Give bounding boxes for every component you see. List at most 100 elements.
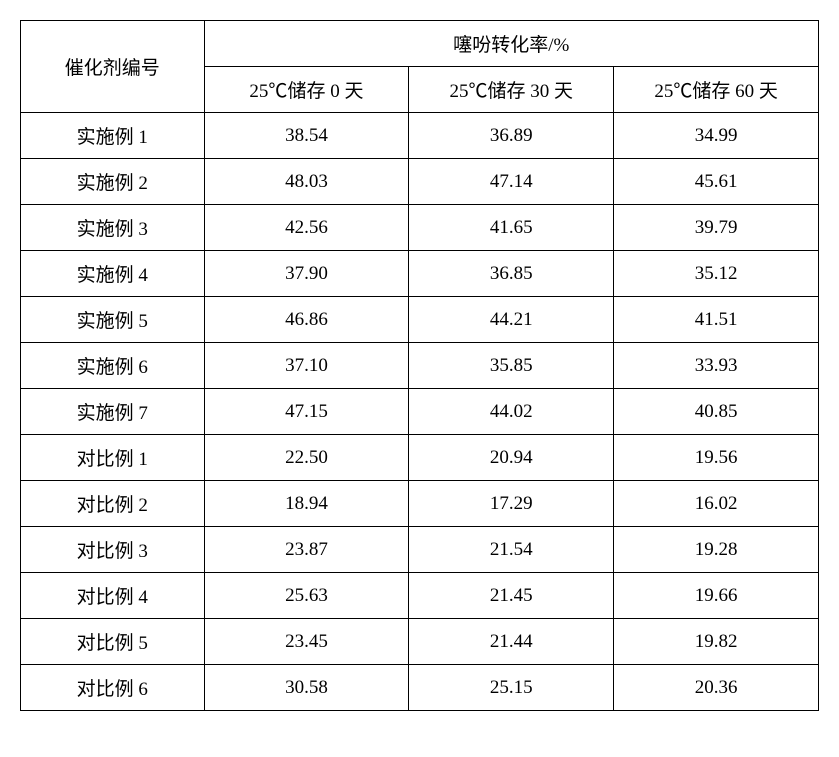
col-header-0: 25℃储存 0 天 <box>204 67 409 113</box>
table-row: 实施例 637.1035.8533.93 <box>21 343 819 389</box>
data-cell: 41.51 <box>614 297 819 343</box>
row-header-number: 7 <box>138 403 148 424</box>
data-cell: 35.12 <box>614 251 819 297</box>
row-header-number: 1 <box>138 127 148 148</box>
row-header: 实施例 3 <box>21 205 205 251</box>
data-cell: 37.90 <box>204 251 409 297</box>
row-header-label: 对比例 <box>77 541 134 562</box>
row-header-number: 2 <box>138 173 148 194</box>
row-header: 实施例 2 <box>21 159 205 205</box>
row-header-number: 3 <box>138 541 148 562</box>
row-header-label: 实施例 <box>77 357 134 378</box>
table-row: 实施例 248.0347.1445.61 <box>21 159 819 205</box>
data-cell: 34.99 <box>614 113 819 159</box>
col-header-2-num: 25 <box>654 81 673 102</box>
row-header: 对比例 3 <box>21 527 205 573</box>
data-cell: 35.85 <box>409 343 614 389</box>
col-header-1-num: 25 <box>449 81 468 102</box>
data-cell: 17.29 <box>409 481 614 527</box>
table-row: 对比例 523.4521.4419.82 <box>21 619 819 665</box>
group-header: 噻吩转化率/% <box>204 21 818 67</box>
data-cell: 33.93 <box>614 343 819 389</box>
data-cell: 30.58 <box>204 665 409 711</box>
data-cell: 44.02 <box>409 389 614 435</box>
data-cell: 21.54 <box>409 527 614 573</box>
row-header-label: 实施例 <box>77 311 134 332</box>
table-row: 实施例 7 47.1544.0240.85 <box>21 389 819 435</box>
row-header-number: 2 <box>138 495 148 516</box>
row-header-label: 对比例 <box>77 495 134 516</box>
data-cell: 45.61 <box>614 159 819 205</box>
data-cell: 23.45 <box>204 619 409 665</box>
data-cell: 19.82 <box>614 619 819 665</box>
data-cell: 41.65 <box>409 205 614 251</box>
data-cell: 22.50 <box>204 435 409 481</box>
row-header-label: 实施例 <box>77 219 134 240</box>
data-cell: 16.02 <box>614 481 819 527</box>
data-cell: 36.89 <box>409 113 614 159</box>
data-cell: 36.85 <box>409 251 614 297</box>
row-header-label: 实施例 <box>77 265 134 286</box>
data-cell: 42.56 <box>204 205 409 251</box>
table-row: 对比例 323.8721.5419.28 <box>21 527 819 573</box>
data-cell: 20.94 <box>409 435 614 481</box>
data-cell: 39.79 <box>614 205 819 251</box>
data-cell: 19.56 <box>614 435 819 481</box>
table-body: 实施例 138.5436.8934.99实施例 248.0347.1445.61… <box>21 113 819 711</box>
col-header-1: 25℃储存 30 天 <box>409 67 614 113</box>
row-header-label: 对比例 <box>77 679 134 700</box>
row-header-number: 6 <box>138 357 148 378</box>
row-header-number: 5 <box>138 311 148 332</box>
row-header: 对比例 1 <box>21 435 205 481</box>
row-header-number: 1 <box>138 449 148 470</box>
data-cell: 47.14 <box>409 159 614 205</box>
table-row: 对比例 122.5020.9419.56 <box>21 435 819 481</box>
row-header: 对比例 5 <box>21 619 205 665</box>
row-header-label: 对比例 <box>77 449 134 470</box>
row-header-label: 对比例 <box>77 587 134 608</box>
col-header-0-num: 25 <box>249 81 268 102</box>
table-row: 实施例 342.5641.6539.79 <box>21 205 819 251</box>
row-header-label: 对比例 <box>77 633 134 654</box>
row-header-number: 5 <box>138 633 148 654</box>
row-header-label: 实施例 <box>77 127 134 148</box>
data-cell: 38.54 <box>204 113 409 159</box>
data-cell: 47.15 <box>204 389 409 435</box>
data-cell: 46.86 <box>204 297 409 343</box>
row-header-label: 实施例 <box>77 173 134 194</box>
row-header-label: 实施例 <box>77 403 134 424</box>
table-row: 对比例 425.6321.4519.66 <box>21 573 819 619</box>
row-header-number: 4 <box>138 265 148 286</box>
table-header: 催化剂编号 噻吩转化率/% 25℃储存 0 天 25℃储存 30 天 25℃储存… <box>21 21 819 113</box>
data-cell: 19.66 <box>614 573 819 619</box>
data-cell: 23.87 <box>204 527 409 573</box>
table-header-row-1: 催化剂编号 噻吩转化率/% <box>21 21 819 67</box>
col-header-2-unit: ℃ <box>673 81 692 102</box>
row-header-number: 3 <box>138 219 148 240</box>
data-cell: 40.85 <box>614 389 819 435</box>
row-header: 实施例 6 <box>21 343 205 389</box>
col-header-2: 25℃储存 60 天 <box>614 67 819 113</box>
row-header: 对比例 2 <box>21 481 205 527</box>
row-header-number: 6 <box>138 679 148 700</box>
col-header-2-text: 储存 60 天 <box>692 81 778 102</box>
row-header-title: 催化剂编号 <box>21 21 205 113</box>
table-row: 实施例 138.5436.8934.99 <box>21 113 819 159</box>
col-header-1-text: 储存 30 天 <box>488 81 574 102</box>
col-header-0-text: 储存 0 天 <box>287 81 363 102</box>
row-header: 实施例 4 <box>21 251 205 297</box>
row-header: 实施例 5 <box>21 297 205 343</box>
col-header-0-unit: ℃ <box>268 81 287 102</box>
data-cell: 20.36 <box>614 665 819 711</box>
data-cell: 21.45 <box>409 573 614 619</box>
table-row: 实施例 546.8644.2141.51 <box>21 297 819 343</box>
table-row: 对比例 6 30.5825.1520.36 <box>21 665 819 711</box>
conversion-rate-table-container: 催化剂编号 噻吩转化率/% 25℃储存 0 天 25℃储存 30 天 25℃储存… <box>20 20 819 711</box>
data-cell: 44.21 <box>409 297 614 343</box>
data-cell: 25.63 <box>204 573 409 619</box>
data-cell: 18.94 <box>204 481 409 527</box>
row-header: 对比例 4 <box>21 573 205 619</box>
data-cell: 37.10 <box>204 343 409 389</box>
data-cell: 25.15 <box>409 665 614 711</box>
row-header: 实施例 1 <box>21 113 205 159</box>
